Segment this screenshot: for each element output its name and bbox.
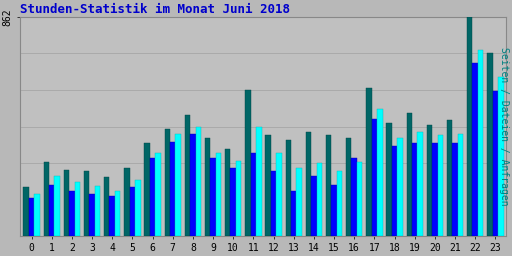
Bar bbox=[447, 120, 452, 236]
Bar bbox=[216, 153, 221, 236]
Bar bbox=[63, 170, 69, 236]
Bar bbox=[291, 191, 296, 236]
Bar bbox=[135, 180, 140, 236]
Bar bbox=[104, 177, 110, 236]
Bar bbox=[426, 125, 432, 236]
Bar bbox=[458, 134, 463, 236]
Bar bbox=[144, 143, 150, 236]
Bar bbox=[377, 109, 382, 236]
Bar bbox=[357, 162, 362, 236]
Bar bbox=[205, 138, 210, 236]
Bar bbox=[164, 129, 170, 236]
Bar bbox=[49, 185, 54, 236]
Bar bbox=[124, 168, 130, 236]
Bar bbox=[155, 153, 161, 236]
Bar bbox=[256, 126, 262, 236]
Bar bbox=[467, 17, 473, 236]
Bar bbox=[196, 126, 201, 236]
Bar bbox=[190, 134, 196, 236]
Bar bbox=[473, 63, 478, 236]
Bar bbox=[493, 91, 498, 236]
Bar bbox=[366, 89, 372, 236]
Bar bbox=[478, 50, 483, 236]
Bar bbox=[176, 134, 181, 236]
Bar bbox=[351, 158, 357, 236]
Bar bbox=[346, 138, 351, 236]
Bar bbox=[276, 153, 282, 236]
Bar bbox=[432, 143, 438, 236]
Bar bbox=[316, 163, 322, 236]
Bar bbox=[236, 161, 241, 236]
Bar bbox=[311, 176, 316, 236]
Bar bbox=[54, 176, 60, 236]
Bar bbox=[337, 171, 342, 236]
Bar bbox=[44, 162, 49, 236]
Bar bbox=[95, 186, 100, 236]
Bar bbox=[271, 171, 276, 236]
Bar bbox=[412, 143, 417, 236]
Bar bbox=[24, 187, 29, 236]
Bar bbox=[296, 168, 302, 236]
Bar bbox=[487, 53, 493, 236]
Bar bbox=[452, 143, 458, 236]
Bar bbox=[29, 198, 34, 236]
Bar bbox=[372, 119, 377, 236]
Bar bbox=[170, 142, 176, 236]
Bar bbox=[89, 194, 95, 236]
Bar bbox=[498, 77, 503, 236]
Bar bbox=[407, 113, 412, 236]
Bar bbox=[150, 158, 155, 236]
Bar bbox=[210, 158, 216, 236]
Bar bbox=[397, 138, 402, 236]
Bar bbox=[417, 132, 423, 236]
Bar bbox=[392, 146, 397, 236]
Bar bbox=[230, 168, 236, 236]
Bar bbox=[245, 90, 251, 236]
Bar bbox=[84, 171, 89, 236]
Bar bbox=[185, 115, 190, 236]
Bar bbox=[251, 153, 256, 236]
Bar bbox=[130, 187, 135, 236]
Bar bbox=[115, 191, 120, 236]
Bar bbox=[331, 185, 337, 236]
Bar bbox=[306, 132, 311, 236]
Bar bbox=[225, 149, 230, 236]
Bar bbox=[387, 123, 392, 236]
Bar bbox=[326, 135, 331, 236]
Bar bbox=[438, 135, 443, 236]
Bar bbox=[286, 141, 291, 236]
Bar bbox=[69, 191, 75, 236]
Y-axis label: Seiten / Dateien / Anfragen: Seiten / Dateien / Anfragen bbox=[499, 47, 509, 206]
Bar bbox=[34, 194, 39, 236]
Bar bbox=[75, 182, 80, 236]
Text: Stunden-Statistik im Monat Juni 2018: Stunden-Statistik im Monat Juni 2018 bbox=[20, 3, 290, 16]
Bar bbox=[110, 196, 115, 236]
Bar bbox=[265, 135, 271, 236]
